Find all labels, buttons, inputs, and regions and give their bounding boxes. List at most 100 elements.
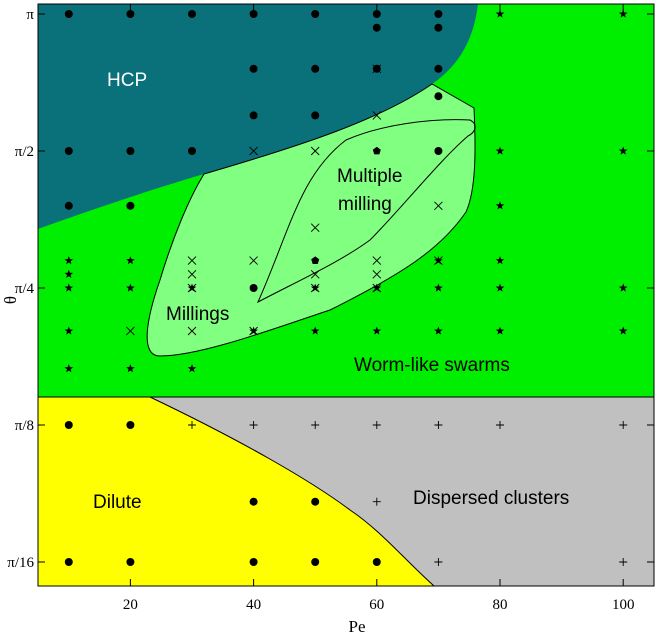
region-label-worm: Worm-like swarms [354,355,510,376]
cross-marker [372,111,382,120]
plus-marker [496,421,504,429]
x-tick-label: 20 [123,597,138,613]
circle-marker [249,64,258,73]
cross-marker [249,326,258,336]
milling-region [146,83,476,357]
multiple-milling-boundary [256,119,476,304]
cross-marker [372,64,382,74]
star-marker [618,283,628,292]
circle-marker [311,497,320,506]
star-marker [310,326,320,335]
circle-marker [126,10,135,18]
star-marker [618,9,628,18]
star-marker [434,326,443,335]
plus-marker [434,421,443,429]
circle-marker [64,147,73,155]
region-label-line: milling [338,194,392,215]
y-axis-ticks: π π/2 π/4 π/8 π/16 [7,7,654,571]
axes-layer [37,3,655,587]
dilute-region [38,396,435,586]
x-tick-label: 80 [493,597,508,613]
circle-marker [64,201,73,210]
star-marker [618,326,628,335]
circle-marker [434,64,443,73]
hcp-region [38,4,478,229]
star-marker [618,146,628,155]
circle-marker [188,147,196,155]
circle-marker [249,111,258,120]
star-marker [495,201,505,210]
circle-marker [64,10,73,18]
circle-marker [126,201,135,210]
region-label-line: Multiple [337,166,402,187]
cross-marker [310,269,320,279]
cross-marker [126,326,135,336]
plus-marker [372,497,381,506]
star-marker [64,283,74,292]
cross-marker [187,256,197,265]
x-axis-title: Pe [349,617,366,636]
circle-marker [434,147,443,155]
plus-marker [619,558,628,566]
pentagon-marker [372,146,381,155]
pentagon-marker [311,256,320,264]
region-label-dilute: Dilute [93,492,142,513]
circle-marker [311,10,320,18]
star-marker [372,326,382,335]
plot-frame [37,3,655,587]
star-marker [64,326,74,335]
circle-marker [249,497,258,506]
plus-marker [619,421,628,429]
circle-marker [311,64,320,73]
circle-marker [434,92,443,101]
circle-marker [372,10,381,18]
circle-marker [188,10,196,18]
cross-marker [310,146,320,156]
x-tick-label: 100 [612,597,635,613]
star-marker [126,364,135,373]
cross-marker [434,256,443,265]
star-marker [64,364,74,373]
cross-marker [372,283,382,293]
star-marker [126,283,135,292]
y-tick-label: π/4 [15,281,35,297]
x-axis-ticks: 20 40 60 80 100 [123,4,635,613]
x-tick-label: 60 [369,597,384,613]
circle-marker [126,558,135,566]
star-marker [64,269,74,278]
y-tick-label: π/16 [7,555,34,571]
plus-marker [372,421,381,429]
circle-marker [249,558,258,566]
star-marker [495,146,505,155]
circle-marker [126,147,135,155]
plus-marker [188,421,196,429]
circle-marker [311,558,320,566]
cross-marker [187,326,197,336]
circle-marker [249,10,258,18]
cross-marker [310,283,320,293]
cross-marker [187,269,197,279]
circle-marker [311,111,320,120]
star-marker [434,283,443,292]
plus-marker [434,558,443,566]
circle-marker [372,558,381,566]
star-marker [126,256,135,265]
circle-marker [434,23,443,32]
cross-marker [249,256,258,265]
cross-marker [434,201,443,211]
regions-layer [38,4,654,586]
region-label-millings: Millings [166,304,229,325]
plus-marker [311,421,320,429]
cross-marker [372,269,382,279]
cross-marker [310,223,320,233]
circle-marker [434,10,443,18]
cross-marker [187,283,197,293]
star-marker [495,283,505,292]
y-tick-label: π/8 [15,418,34,434]
star-marker [495,256,505,265]
circle-marker [64,558,73,566]
circle-marker [372,23,381,32]
cross-marker [249,146,258,156]
y-tick-label: π/2 [15,144,34,160]
x-tick-label: 40 [246,597,261,613]
